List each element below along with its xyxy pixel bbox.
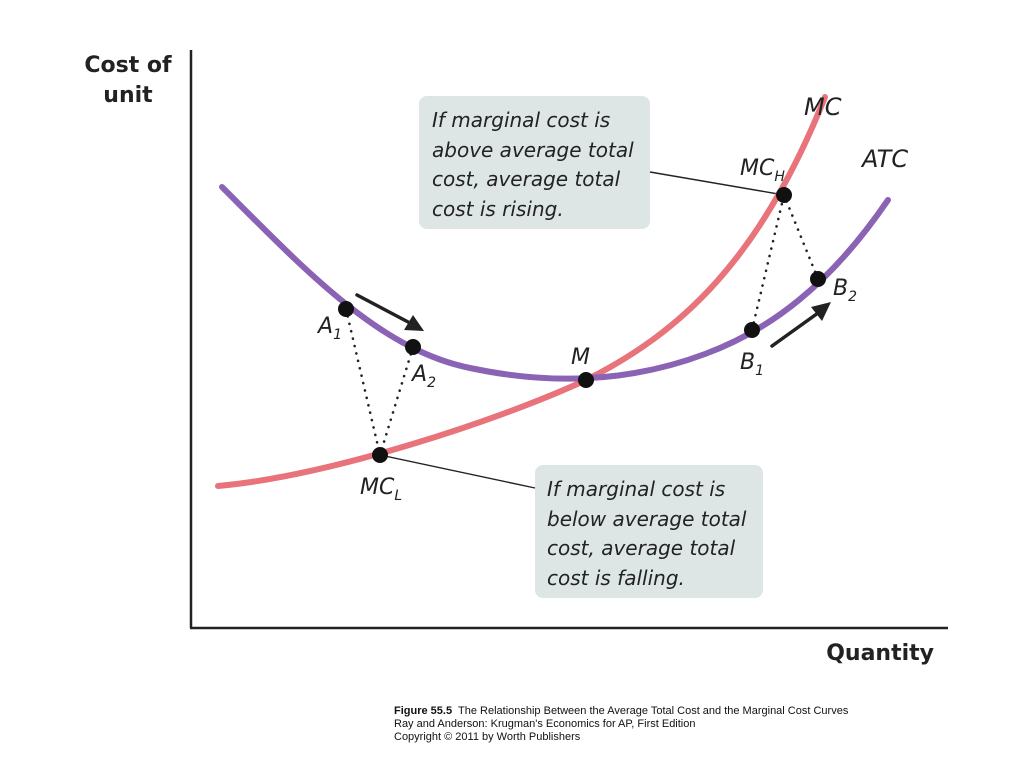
callout-falling-line2: below average total — [547, 507, 747, 531]
leader-line-falling — [379, 454, 536, 489]
point-a1 — [338, 301, 354, 317]
mc-curve-label: MC — [804, 93, 842, 121]
callout-falling-line3: cost, average total — [547, 536, 736, 560]
label-m: M — [571, 345, 590, 370]
callout-rising-line2: above average total — [432, 138, 634, 162]
dotted-line-a2-mcl — [378, 345, 415, 457]
point-a2 — [405, 339, 421, 355]
dotted-line-a1-mcl — [344, 307, 382, 457]
arrow-b1-to-b2 — [770, 311, 820, 348]
callout-box-rising — [419, 96, 650, 229]
atc-curve — [219, 184, 891, 382]
caption-title: The Relationship Between the Average Tot… — [458, 705, 849, 717]
callout-box-falling — [535, 465, 763, 598]
label-b2: B2 — [833, 276, 857, 305]
point-b2 — [810, 271, 826, 287]
arrow-a1-to-a2 — [355, 293, 412, 325]
x-axis-title: Quantity — [826, 641, 934, 666]
caption-line1: Figure 55.5 The Relationship Between the… — [394, 705, 994, 718]
callout-falling-line1: If marginal cost is — [547, 477, 725, 501]
arrow-a1-to-a2-head — [404, 315, 424, 331]
arrow-b1-to-b2-head — [811, 302, 831, 321]
caption-line2: Ray and Anderson: Krugman's Economics fo… — [394, 718, 696, 730]
atc-curve-label: ATC — [860, 145, 908, 173]
label-mch: MCH — [740, 156, 785, 185]
callout-falling-line4: cost is falling. — [547, 566, 685, 590]
dotted-line-b2-mch — [782, 193, 820, 281]
label-a1: A1 — [316, 314, 342, 343]
dotted-line-b1-mch — [750, 193, 786, 332]
callout-rising-line4: cost is rising. — [432, 197, 564, 221]
label-b1: B1 — [740, 350, 764, 379]
leader-line-rising — [649, 171, 785, 196]
caption-figure-number: Figure 55.5 — [394, 705, 453, 717]
point-b1 — [744, 322, 760, 338]
figure-caption: Figure 55.5 The Relationship Between the… — [394, 705, 994, 744]
point-mch — [776, 187, 792, 203]
callout-rising-line3: cost, average total — [432, 167, 621, 191]
label-a2: A2 — [410, 362, 436, 391]
point-mcl — [372, 447, 388, 463]
caption-line3: Copyright © 2011 by Worth Publishers — [394, 731, 581, 743]
label-mcl: MCL — [360, 475, 402, 504]
point-m — [578, 372, 594, 388]
y-axis-title-line1: Cost of — [84, 53, 172, 78]
y-axis-title-line2: unit — [103, 83, 153, 108]
callout-rising-line1: If marginal cost is — [432, 108, 610, 132]
